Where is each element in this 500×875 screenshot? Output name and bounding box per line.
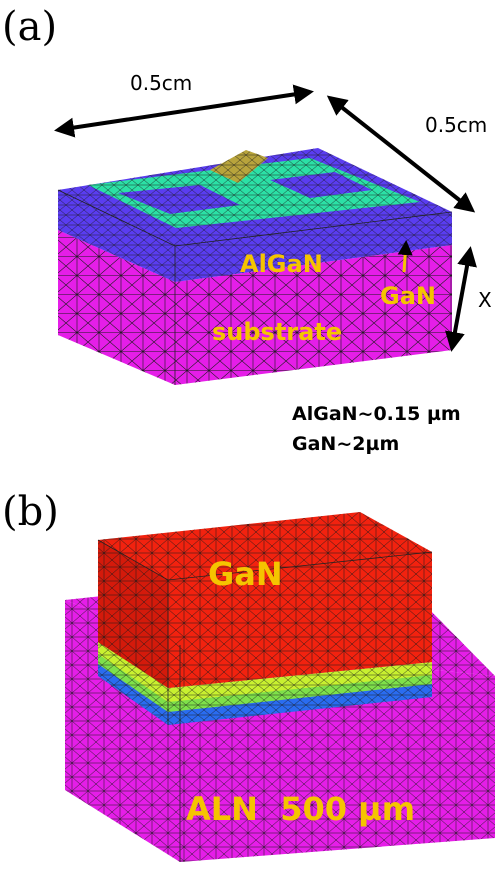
dimension-label-height: X — [478, 288, 492, 312]
note-algan-thickness: AlGaN~0.15 µm — [292, 403, 461, 425]
gan-pointer-arrow — [397, 240, 413, 273]
layer-label-aln: ALN 500 µm — [186, 790, 415, 828]
layer-label-substrate: substrate — [212, 318, 342, 346]
panel-a-label: (a) — [2, 4, 57, 50]
note-gan-thickness: GaN~2µm — [292, 433, 399, 455]
dimension-label-right: 0.5cm — [425, 113, 487, 137]
layer-label-gan-b: GaN — [208, 555, 283, 593]
dimension-arrow-height — [445, 246, 477, 352]
panel-b-label: (b) — [2, 489, 59, 535]
layer-label-gan-a: GaN — [380, 282, 436, 310]
panel-a: (a) 0.5cm 0.5cm X — [2, 4, 492, 455]
dimension-label-top: 0.5cm — [130, 71, 192, 95]
dimension-arrow-right — [326, 95, 476, 213]
panel-b: (b) GaN ALN 500 µm — [2, 489, 495, 862]
layer-label-algan: AlGaN — [240, 250, 323, 278]
dimension-arrow-top — [54, 84, 314, 138]
